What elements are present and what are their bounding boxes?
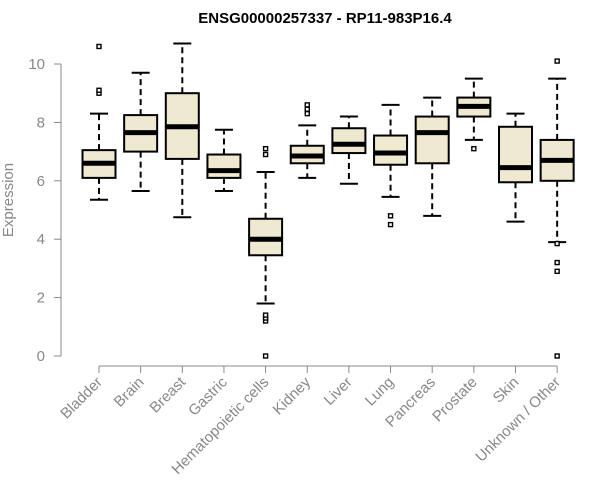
- outlier-point: [554, 259, 560, 266]
- box-group: [164, 42, 200, 219]
- box-group: [81, 43, 117, 201]
- chart-title: ENSG00000257337 - RP11-983P16.4: [198, 10, 452, 27]
- outlier-point: [554, 268, 560, 275]
- outlier-point: [304, 102, 310, 108]
- box-group: [289, 102, 325, 179]
- box-iqr: [206, 153, 242, 179]
- box-iqr: [331, 127, 367, 155]
- outlier-point: [387, 213, 394, 219]
- x-tick-label: Brain: [111, 374, 148, 411]
- outlier-point: [554, 240, 560, 247]
- x-tick-label: Breast: [146, 373, 189, 416]
- outlier-point: [96, 87, 102, 93]
- outlier-point: [262, 145, 269, 152]
- y-tick-label: 0: [37, 348, 45, 365]
- outlier-point: [262, 312, 269, 318]
- box-group: [331, 115, 367, 185]
- x-tick-label: Kidney: [270, 373, 315, 418]
- box-group: [498, 112, 533, 223]
- y-tick-label: 2: [37, 290, 45, 307]
- outlier-point: [554, 353, 560, 359]
- y-axis-label: Expression: [0, 163, 17, 237]
- outlier-point: [304, 106, 310, 112]
- outlier-point: [262, 151, 269, 158]
- box-group: [248, 145, 284, 359]
- outlier-point: [387, 221, 394, 228]
- box-group: [123, 71, 159, 193]
- box-iqr: [414, 115, 450, 165]
- box-group: [414, 96, 450, 217]
- outlier-point: [471, 145, 477, 152]
- x-tick-label: Skin: [490, 374, 523, 407]
- box-group: [206, 128, 242, 193]
- outlier-point: [554, 58, 560, 64]
- y-tick-label: 6: [37, 173, 45, 190]
- box-iqr: [498, 125, 533, 184]
- x-tick-label: Liver: [321, 374, 356, 409]
- outlier-point: [96, 43, 102, 50]
- y-tick-label: 10: [28, 56, 45, 73]
- outlier-point: [262, 353, 269, 359]
- y-tick-label: 8: [37, 114, 45, 131]
- box-group: [539, 58, 575, 359]
- box-iqr: [373, 134, 409, 166]
- outlier-point: [304, 110, 310, 117]
- box-group: [373, 103, 409, 228]
- plot-area: [81, 42, 575, 359]
- x-tick-label: Lung: [362, 374, 398, 410]
- box-group: [456, 77, 492, 152]
- y-tick-label: 4: [37, 231, 45, 248]
- x-tick-label: Bladder: [57, 374, 106, 423]
- x-tick-label: Prostate: [429, 374, 481, 426]
